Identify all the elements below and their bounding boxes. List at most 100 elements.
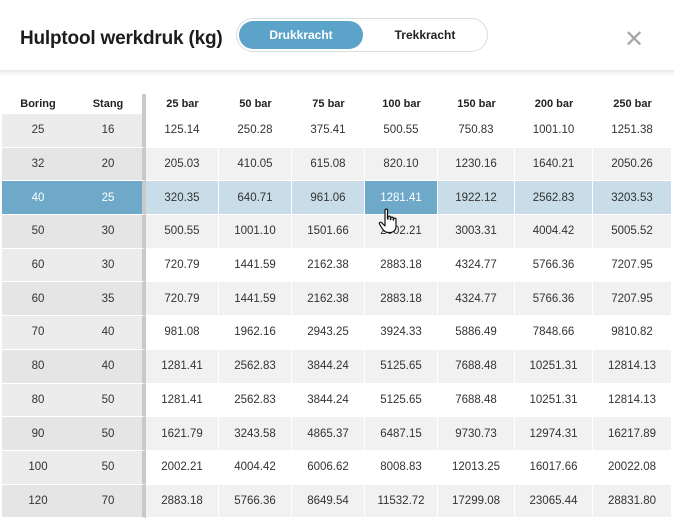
kracht-toggle[interactable]: Drukkracht Trekkracht <box>236 18 488 52</box>
kracht-cell[interactable]: 1640.21 <box>515 147 593 182</box>
kracht-cell[interactable]: 7207.95 <box>593 248 672 283</box>
kracht-cell[interactable]: 16017.66 <box>515 450 593 485</box>
kracht-cell[interactable]: 1230.16 <box>438 147 515 182</box>
kracht-cell[interactable]: 4004.42 <box>515 215 593 249</box>
kracht-cell[interactable]: 720.79 <box>146 248 219 283</box>
table-row[interactable]: 60 35 720.79 1441.59 2162.38 2883.18 4324.77 57… <box>2 282 672 317</box>
kracht-cell[interactable]: 750.83 <box>438 114 515 148</box>
kracht-cell[interactable]: 500.55 <box>365 114 438 148</box>
kracht-cell[interactable]: 16217.89 <box>593 417 672 451</box>
kracht-cell[interactable]: 500.55 <box>146 215 219 249</box>
table-row[interactable]: 100 50 2002.21 4004.42 6006.62 8008.83 12013.2… <box>2 450 672 485</box>
kracht-cell[interactable]: 5766.36 <box>515 248 593 283</box>
table-row[interactable]: 90 50 1621.79 3243.58 4865.37 6487.15 9730.73 1… <box>2 417 672 451</box>
kracht-cell[interactable]: 1441.59 <box>219 282 292 317</box>
kracht-cell[interactable]: 8649.54 <box>292 484 365 518</box>
kracht-cell[interactable]: 1621.79 <box>146 417 219 451</box>
kracht-cell[interactable]: 1441.59 <box>219 248 292 283</box>
kracht-cell[interactable]: 981.08 <box>146 316 219 350</box>
stang-cell[interactable]: 20 <box>74 147 146 182</box>
kracht-cell[interactable]: 4324.77 <box>438 248 515 283</box>
stang-cell[interactable]: 30 <box>74 215 146 249</box>
kracht-cell[interactable]: 28831.80 <box>593 484 672 518</box>
table-row[interactable]: 50 30 500.55 1001.10 1501.66 2002.21 3003.31 40… <box>2 215 672 249</box>
kracht-cell[interactable]: 1001.10 <box>515 114 593 148</box>
kracht-cell[interactable]: 3924.33 <box>365 316 438 350</box>
table-row[interactable]: 80 50 1281.41 2562.83 3844.24 5125.65 7688.48 1… <box>2 383 672 418</box>
kracht-cell[interactable]: 2883.18 <box>365 282 438 317</box>
kracht-cell[interactable]: 12814.13 <box>593 349 672 384</box>
kracht-cell[interactable]: 2562.83 <box>515 181 593 216</box>
kracht-cell[interactable]: 2002.21 <box>365 215 438 249</box>
boring-cell[interactable]: 25 <box>2 114 74 148</box>
kracht-cell[interactable]: 7688.48 <box>438 349 515 384</box>
table-row[interactable]: 70 40 981.08 1962.16 2943.25 3924.33 5886.49 78… <box>2 316 672 350</box>
kracht-cell[interactable]: 9730.73 <box>438 417 515 451</box>
kracht-cell[interactable]: 23065.44 <box>515 484 593 518</box>
kracht-cell[interactable]: 205.03 <box>146 147 219 182</box>
kracht-cell[interactable]: 3844.24 <box>292 383 365 418</box>
kracht-cell[interactable]: 1251.38 <box>593 114 672 148</box>
kracht-cell[interactable]: 4004.42 <box>219 450 292 485</box>
kracht-cell[interactable]: 2883.18 <box>146 484 219 518</box>
boring-cell[interactable]: 60 <box>2 248 74 283</box>
boring-cell[interactable]: 80 <box>2 349 74 384</box>
kracht-cell[interactable]: 12814.13 <box>593 383 672 418</box>
kracht-cell[interactable]: 12974.31 <box>515 417 593 451</box>
kracht-cell[interactable]: 5766.36 <box>219 484 292 518</box>
kracht-cell[interactable]: 3003.31 <box>438 215 515 249</box>
table-row[interactable]: 60 30 720.79 1441.59 2162.38 2883.18 4324.77 57… <box>2 248 672 283</box>
kracht-cell[interactable]: 820.10 <box>365 147 438 182</box>
boring-cell[interactable]: 40 <box>2 181 74 216</box>
stang-cell[interactable]: 35 <box>74 282 146 317</box>
kracht-cell[interactable]: 5005.52 <box>593 215 672 249</box>
kracht-cell[interactable]: 5886.49 <box>438 316 515 350</box>
kracht-cell[interactable]: 7207.95 <box>593 282 672 317</box>
boring-cell[interactable]: 32 <box>2 147 74 182</box>
boring-cell[interactable]: 50 <box>2 215 74 249</box>
kracht-cell[interactable]: 1281.41 <box>146 383 219 418</box>
kracht-cell[interactable]: 11532.72 <box>365 484 438 518</box>
kracht-cell[interactable]: 3243.58 <box>219 417 292 451</box>
kracht-cell[interactable]: 2050.26 <box>593 147 672 182</box>
kracht-cell[interactable]: 12013.25 <box>438 450 515 485</box>
boring-cell[interactable]: 90 <box>2 417 74 451</box>
kracht-cell[interactable]: 125.14 <box>146 114 219 148</box>
kracht-cell[interactable]: 5125.65 <box>365 383 438 418</box>
kracht-cell[interactable]: 2883.18 <box>365 248 438 283</box>
boring-cell[interactable]: 80 <box>2 383 74 418</box>
stang-cell[interactable]: 50 <box>74 383 146 418</box>
kracht-cell[interactable]: 2162.38 <box>292 248 365 283</box>
kracht-cell[interactable]: 410.05 <box>219 147 292 182</box>
boring-cell[interactable]: 120 <box>2 484 74 518</box>
kracht-cell[interactable]: 17299.08 <box>438 484 515 518</box>
boring-cell[interactable]: 100 <box>2 450 74 485</box>
kracht-cell[interactable]: 720.79 <box>146 282 219 317</box>
kracht-cell[interactable]: 3844.24 <box>292 349 365 384</box>
toggle-trekkracht[interactable]: Trekkracht <box>394 28 456 42</box>
table-row[interactable]: 25 16 125.14 250.28 375.41 500.55 750.83 1001.1… <box>2 114 672 148</box>
kracht-cell[interactable]: 2943.25 <box>292 316 365 350</box>
kracht-cell[interactable]: 375.41 <box>292 114 365 148</box>
kracht-cell[interactable]: 8008.83 <box>365 450 438 485</box>
kracht-cell[interactable]: 5766.36 <box>515 282 593 317</box>
kracht-cell[interactable]: 1281.41 <box>365 181 438 216</box>
boring-cell[interactable]: 70 <box>2 316 74 350</box>
kracht-cell[interactable]: 6487.15 <box>365 417 438 451</box>
kracht-cell[interactable]: 640.71 <box>219 181 292 216</box>
kracht-cell[interactable]: 1501.66 <box>292 215 365 249</box>
kracht-cell[interactable]: 7688.48 <box>438 383 515 418</box>
kracht-cell[interactable]: 10251.31 <box>515 349 593 384</box>
close-icon[interactable]: ✕ <box>623 26 645 53</box>
stang-cell[interactable]: 16 <box>74 114 146 148</box>
kracht-cell[interactable]: 10251.31 <box>515 383 593 418</box>
table-row[interactable]: 120 70 2883.18 5766.36 8649.54 11532.72 17299.… <box>2 484 672 518</box>
kracht-cell[interactable]: 320.35 <box>146 181 219 216</box>
kracht-cell[interactable]: 1962.16 <box>219 316 292 350</box>
stang-cell[interactable]: 50 <box>74 450 146 485</box>
kracht-cell[interactable]: 2162.38 <box>292 282 365 317</box>
kracht-cell[interactable]: 3203.53 <box>593 181 672 216</box>
kracht-cell[interactable]: 5125.65 <box>365 349 438 384</box>
kracht-cell[interactable]: 2002.21 <box>146 450 219 485</box>
kracht-cell[interactable]: 4865.37 <box>292 417 365 451</box>
